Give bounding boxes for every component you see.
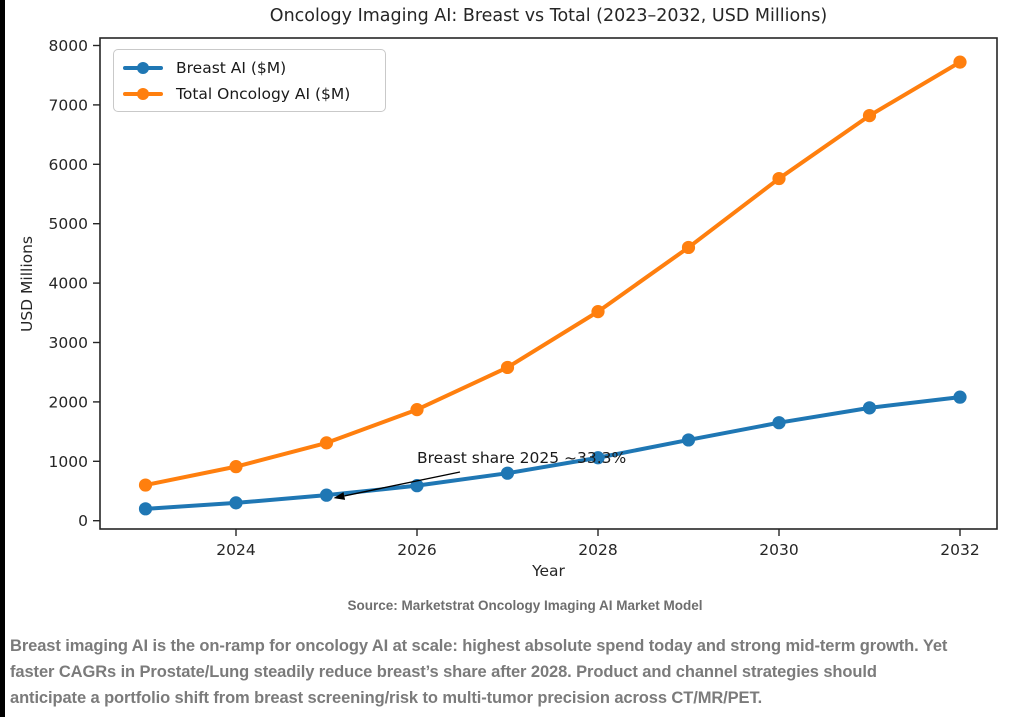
series-line-0: [143, 395, 962, 511]
chart-legend: Breast AI ($M) Total Oncology AI ($M): [113, 49, 386, 112]
series-marker-0: [500, 466, 515, 480]
series-marker-1: [591, 305, 605, 319]
x-tick-label: 2026: [397, 541, 436, 559]
y-tick-label: 1000: [49, 453, 88, 471]
series-marker-0: [319, 488, 334, 502]
left-edge-bar: [0, 0, 5, 717]
legend-swatch-total-line-marker-icon: [123, 87, 163, 101]
series-marker-1: [772, 171, 786, 186]
series-marker-1: [681, 240, 696, 255]
legend-swatch-breast-line-marker-icon: [123, 61, 163, 75]
caption-line-3: anticipate a portfolio shift from breast…: [10, 689, 763, 707]
caption-paragraph: Breast imaging AI is the on-ramp for onc…: [10, 633, 1020, 711]
y-tick-label: 3000: [49, 334, 88, 352]
y-tick-label: 5000: [49, 215, 88, 233]
series-marker-0: [591, 451, 605, 465]
series-marker-1: [229, 460, 243, 474]
y-tick-label: 7000: [49, 96, 88, 114]
series-marker-0: [953, 390, 967, 404]
series-marker-0: [681, 433, 696, 447]
series-marker-1: [138, 478, 153, 492]
series-marker-1: [862, 108, 877, 123]
y-tick-label: 4000: [49, 275, 88, 293]
series-line-1: [143, 60, 962, 488]
legend-label-total-oncology-ai: Total Oncology AI ($M): [176, 84, 351, 103]
legend-item-breast-ai: Breast AI ($M): [123, 57, 375, 78]
x-tick-label: 2024: [216, 541, 255, 559]
line-chart-plot: 0 1000 2000 3000 4000 5000 6000 7000 8000 2024 202…: [49, 37, 998, 559]
x-tick-label: 2030: [759, 541, 798, 559]
series-marker-0: [772, 416, 786, 430]
caption-line-1: Breast imaging AI is the on-ramp for onc…: [10, 637, 948, 655]
legend-item-total-oncology-ai: Total Oncology AI ($M): [123, 83, 375, 104]
series-marker-0: [138, 502, 153, 516]
series-marker-1: [319, 436, 334, 450]
series-marker-0: [229, 496, 243, 510]
series-marker-1: [410, 403, 424, 417]
y-tick-label: 8000: [49, 37, 88, 55]
y-tick-label: 2000: [49, 393, 88, 411]
caption-line-2: faster CAGRs in Prostate/Lung steadily r…: [10, 663, 877, 681]
chart-title: Oncology Imaging AI: Breast vs Total (20…: [269, 6, 828, 26]
annotation-breast-share-2025: Breast share 2025 ~33.3%: [417, 449, 627, 467]
x-tick-label: 2032: [940, 541, 979, 559]
y-axis-label: USD Millions: [18, 235, 36, 333]
y-tick-label: 6000: [49, 156, 88, 174]
annotation-arrowhead-icon: [333, 492, 346, 500]
series-marker-1: [953, 55, 967, 69]
y-tick-label: 0: [78, 512, 88, 530]
series-marker-1: [500, 360, 515, 375]
x-tick-label: 2028: [578, 541, 617, 559]
legend-label-breast-ai: Breast AI ($M): [176, 58, 287, 77]
x-axis-label: Year: [532, 562, 565, 580]
annotation-arrow-shaft: [344, 471, 461, 497]
series-marker-0: [410, 479, 424, 493]
source-note: Source: Marketstrat Oncology Imaging AI …: [347, 598, 703, 613]
series-marker-0: [862, 401, 877, 415]
